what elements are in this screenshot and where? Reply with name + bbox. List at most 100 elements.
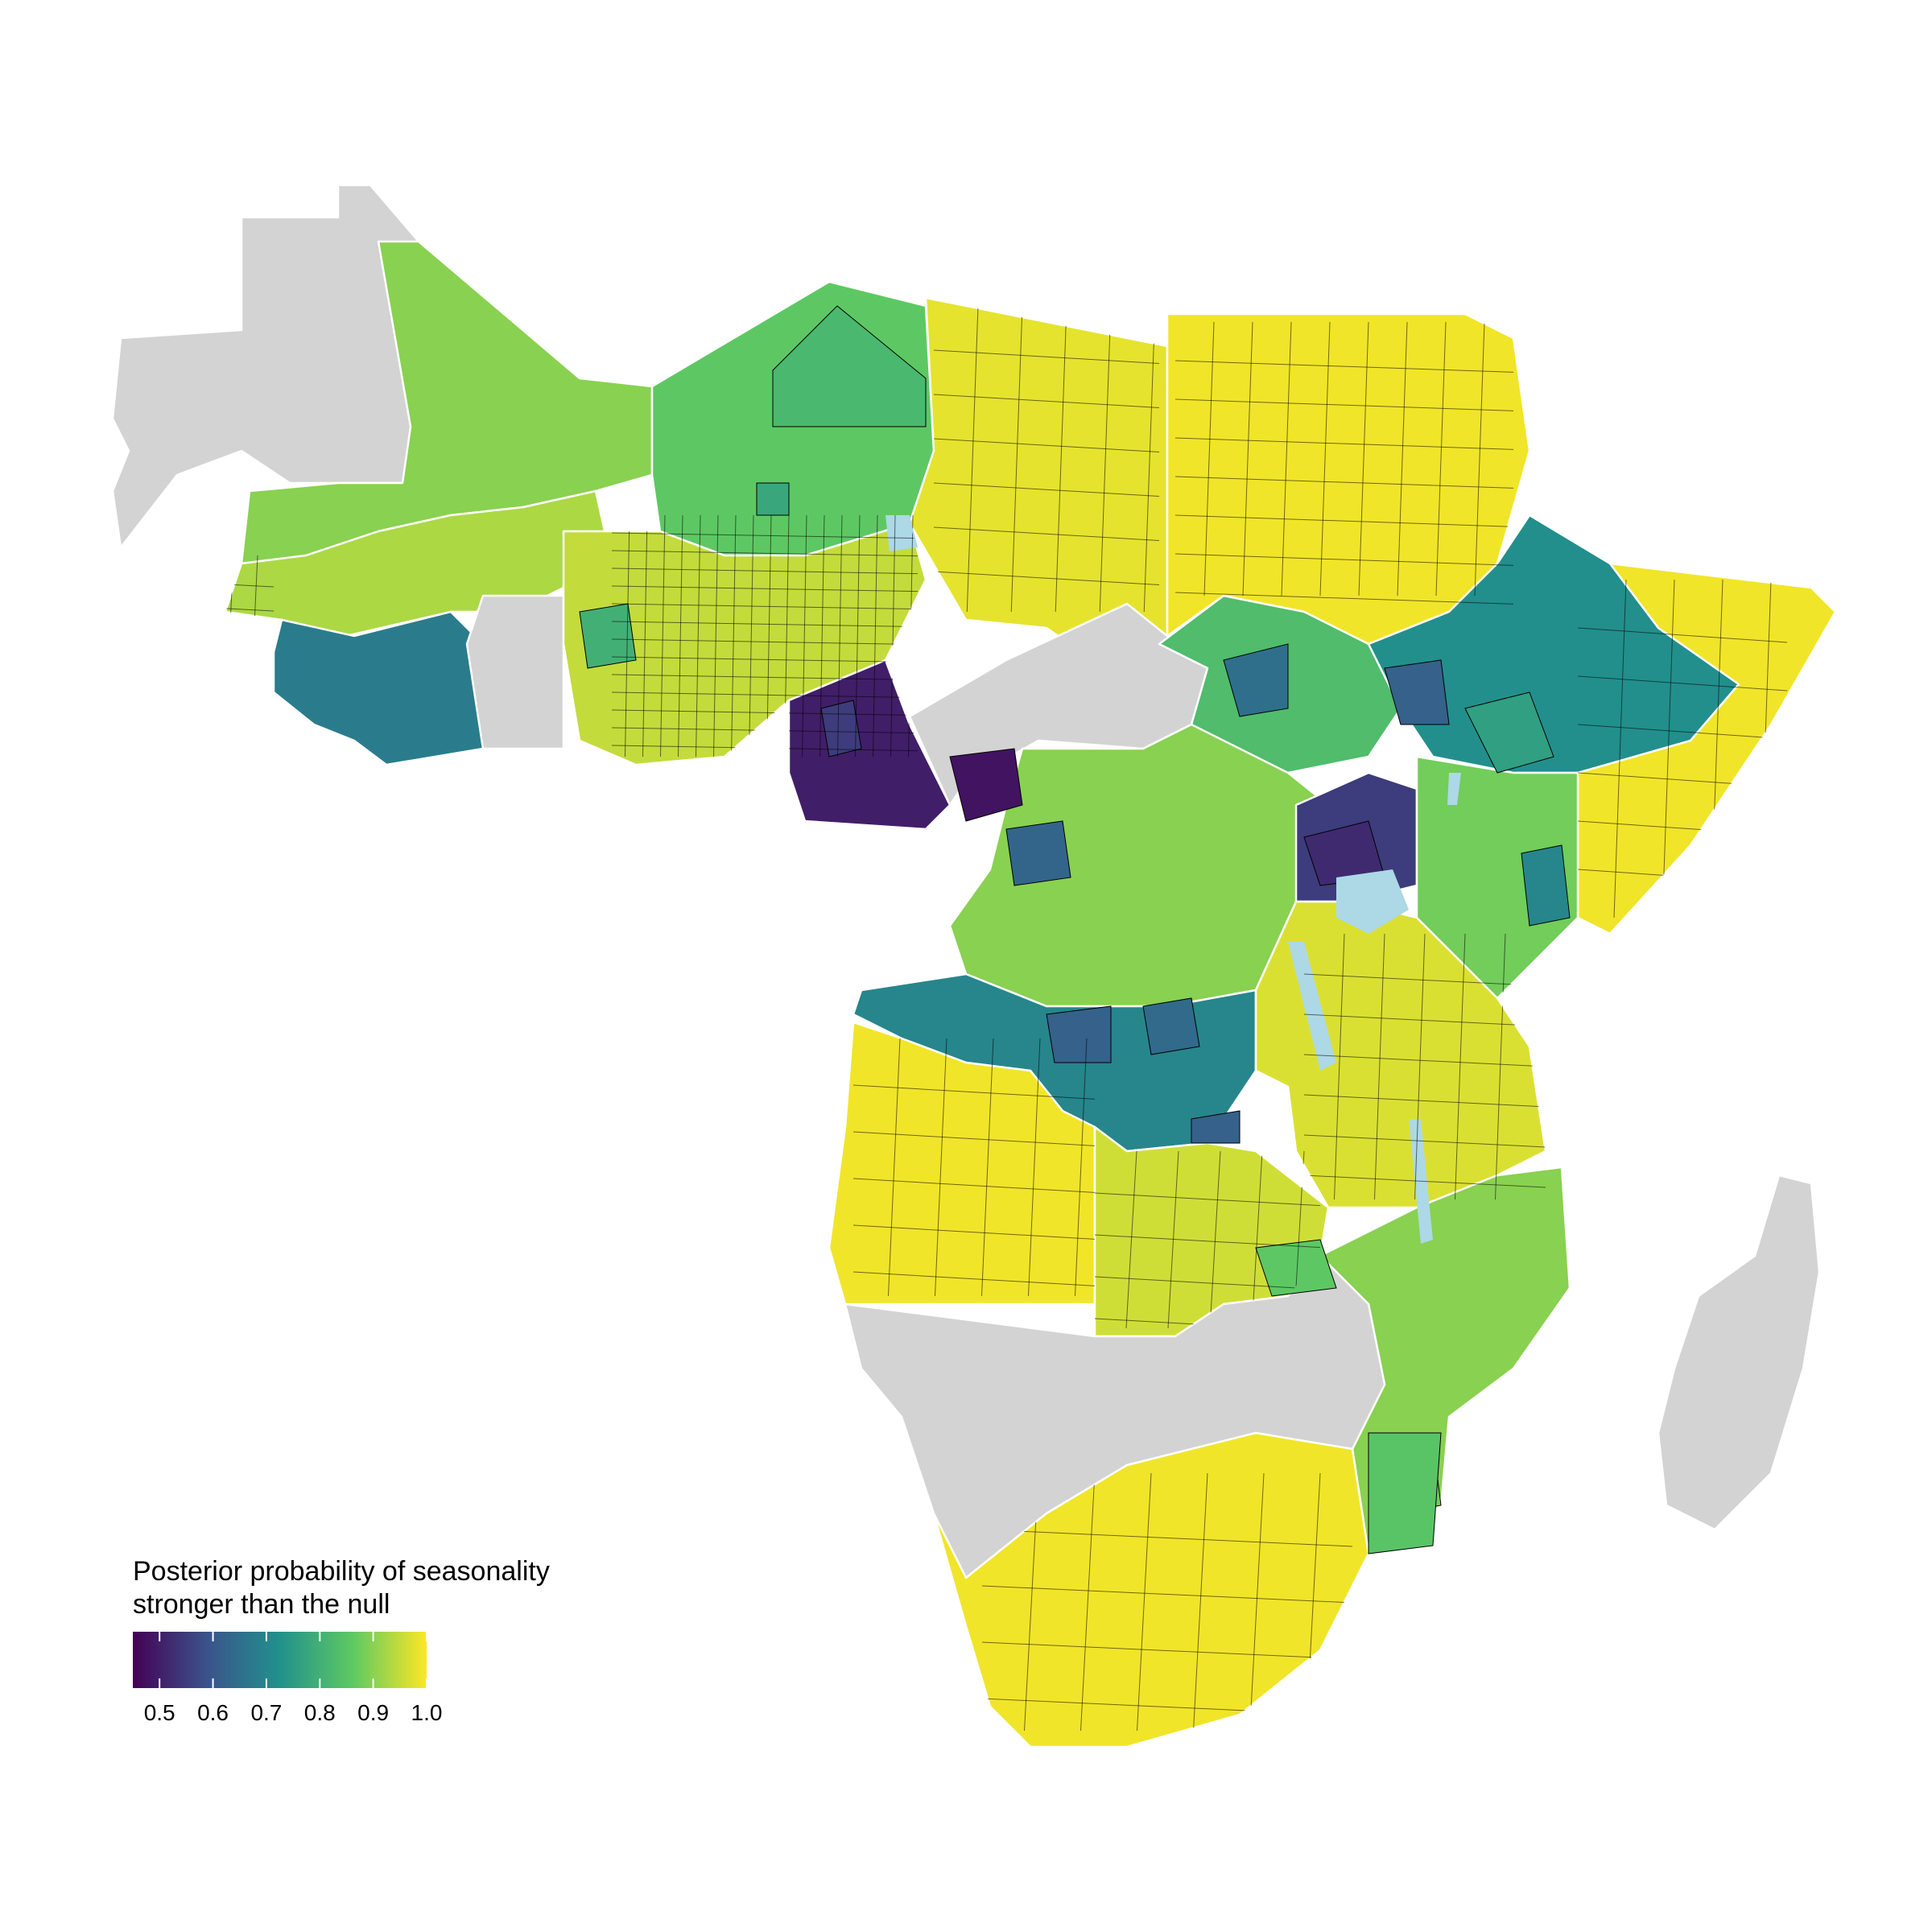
district-border — [1174, 398, 1514, 411]
district-border — [1303, 1134, 1546, 1148]
district-border — [611, 585, 919, 592]
district-border — [981, 1641, 1353, 1660]
lake — [1447, 773, 1461, 805]
district-border — [1662, 579, 1675, 919]
region-cameroon-south — [787, 658, 952, 831]
district-border — [1174, 553, 1514, 566]
district-border — [1613, 579, 1627, 919]
district-border — [1167, 1150, 1179, 1329]
district-border — [1174, 476, 1514, 489]
district-border — [227, 555, 234, 685]
district-border — [1174, 592, 1514, 605]
district-patch — [1384, 659, 1450, 725]
district-border — [611, 603, 919, 610]
legend-title-line1: Posterior probability of seasonality — [133, 1556, 550, 1587]
district-border — [611, 532, 919, 539]
region-somalia — [1576, 562, 1837, 935]
district-border — [1010, 305, 1023, 613]
district-border — [1577, 675, 1788, 691]
district-border — [935, 1038, 947, 1297]
district-border — [225, 579, 275, 588]
district-border — [855, 514, 861, 758]
district-border — [933, 526, 1160, 541]
district-border — [1249, 1472, 1265, 1732]
legend-tick-labels: 0.5 0.6 0.7 0.8 0.9 1.0 — [133, 1700, 471, 1732]
district-border — [1435, 321, 1447, 597]
district-patch — [579, 603, 637, 669]
district-border — [1193, 1472, 1208, 1732]
district-border — [888, 1038, 901, 1297]
district-border — [1099, 305, 1112, 613]
district-border — [933, 571, 1160, 585]
district-border — [1174, 360, 1514, 373]
legend-title: Posterior probability of seasonality str… — [133, 1555, 550, 1621]
district-border — [890, 514, 896, 758]
district-border — [204, 555, 210, 684]
district-border — [837, 514, 843, 758]
district-border — [802, 514, 807, 758]
district-border — [1203, 321, 1215, 597]
district-patch — [1046, 1005, 1112, 1063]
district-border — [642, 514, 648, 758]
regions-layer — [111, 184, 1837, 1748]
district-border — [611, 656, 919, 663]
district-border — [1209, 1150, 1221, 1329]
legend-tick-label: 0.9 — [357, 1700, 390, 1725]
district-border — [1414, 933, 1426, 1200]
district-border — [766, 514, 772, 758]
district-border — [852, 1131, 1096, 1146]
district-border — [696, 514, 701, 758]
district-border — [1577, 627, 1788, 643]
lake — [1336, 869, 1409, 934]
district-patch — [1223, 643, 1289, 717]
legend-tick-marks — [159, 1632, 427, 1688]
district-border — [873, 514, 878, 758]
district-border — [625, 514, 630, 758]
legend-title-line2: stronger than the null — [133, 1589, 390, 1620]
district-border — [1303, 1013, 1546, 1027]
legend-gradient — [133, 1632, 427, 1688]
district-border — [1577, 724, 1788, 740]
district-patch — [772, 305, 927, 427]
district-patch — [949, 748, 1023, 822]
region-ghana — [465, 594, 565, 750]
district-border — [611, 550, 919, 557]
legend-tick-label: 0.5 — [143, 1700, 175, 1725]
district-border — [225, 603, 275, 612]
district-patch — [1464, 691, 1554, 774]
district-border — [1303, 1054, 1546, 1067]
district-border — [1094, 1192, 1321, 1207]
legend-tick-label: 0.8 — [303, 1700, 336, 1725]
district-border — [1334, 933, 1345, 1200]
lake — [1288, 942, 1336, 1071]
district-patch — [1368, 1432, 1442, 1554]
district-border — [180, 555, 186, 684]
legend: Posterior probability of seasonality str… — [133, 1555, 550, 1725]
district-patch — [1191, 1110, 1241, 1144]
region-south-africa — [932, 1431, 1370, 1748]
district-border — [155, 555, 162, 684]
district-border — [981, 1038, 994, 1297]
district-border — [749, 514, 754, 758]
district-border — [1137, 1472, 1152, 1732]
district-border — [1143, 305, 1156, 613]
legend-tick-label: 0.7 — [250, 1700, 283, 1725]
district-border — [611, 691, 919, 699]
region-kenya — [1415, 755, 1579, 1000]
district-patch — [1142, 997, 1200, 1055]
region-ivory-coast — [272, 610, 485, 766]
lake — [886, 515, 918, 551]
district-border — [1174, 437, 1514, 450]
district-border — [933, 438, 1160, 452]
district-border — [852, 1271, 1096, 1286]
district-border — [1075, 1038, 1088, 1297]
district-border — [1174, 514, 1514, 527]
district-border — [981, 1529, 1353, 1547]
legend-tick-label: 1.0 — [411, 1700, 443, 1725]
district-border — [678, 514, 683, 758]
district-border — [1455, 933, 1466, 1200]
district-border — [1495, 933, 1506, 1200]
district-border — [1094, 1276, 1321, 1290]
district-border — [852, 1224, 1096, 1240]
